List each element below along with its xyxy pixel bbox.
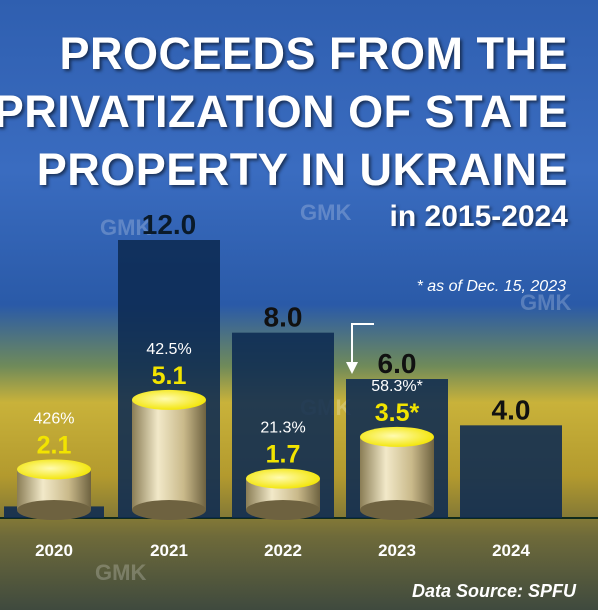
watermark: GMK: [520, 290, 572, 315]
actual-cylinder-top-2023: [360, 426, 434, 447]
actual-value-label-2020: 2.1: [37, 431, 72, 459]
chart-subtitle: in 2015-2024: [389, 200, 568, 233]
plan-value-label-2021: 12.0: [142, 209, 197, 240]
actual-cylinder-top-2022: [246, 468, 320, 489]
percent-label-2022: 21.3%: [260, 420, 305, 437]
as-of-footnote: * as of Dec. 15, 2023: [416, 278, 566, 295]
percent-label-2023: 58.3%*: [371, 378, 423, 395]
watermark: GMK: [95, 560, 147, 585]
category-label-2021: 2021: [150, 541, 188, 560]
percent-label-2021: 42.5%: [146, 341, 191, 358]
watermark: GMK: [100, 215, 152, 240]
percent-label-2020: 426%: [34, 410, 75, 427]
actual-cylinder-bottom-2023: [360, 500, 434, 520]
actual-cylinder-body-2023: [360, 436, 434, 510]
revision-arrow-head: [346, 362, 358, 374]
category-label-2024: 2024: [492, 541, 530, 560]
chart-title-line-1: PROCEEDS FROM THE: [59, 28, 568, 79]
actual-cylinder-bottom-2021: [132, 500, 206, 520]
actual-value-label-2022: 1.7: [266, 441, 301, 469]
chart-title-line-2: PRIVATIZATION OF STATE: [0, 86, 568, 137]
data-source: Data Source: SPFU: [411, 581, 576, 601]
actual-cylinder-top-2021: [132, 389, 206, 410]
actual-cylinder-bottom-2020: [17, 500, 91, 520]
actual-cylinder-body-2021: [132, 399, 206, 510]
chart-title-line-3: PROPERTY IN UKRAINE: [36, 144, 568, 195]
actual-cylinder-bottom-2022: [246, 500, 320, 520]
plan-value-label-2024: 4.0: [492, 394, 531, 425]
watermark: GMK: [300, 200, 352, 225]
category-label-2020: 2020: [35, 541, 73, 560]
revision-arrow-line: [351, 323, 374, 366]
plan-bar-2024: [460, 425, 562, 518]
category-label-2022: 2022: [264, 541, 302, 560]
plan-value-label-2023: 6.0: [378, 348, 417, 379]
actual-value-label-2023: 3.5*: [375, 399, 420, 427]
category-label-2023: 2023: [378, 541, 416, 560]
plan-value-label-2022: 8.0: [264, 302, 303, 333]
actual-value-label-2021: 5.1: [152, 362, 187, 390]
actual-cylinder-top-2020: [17, 459, 91, 480]
